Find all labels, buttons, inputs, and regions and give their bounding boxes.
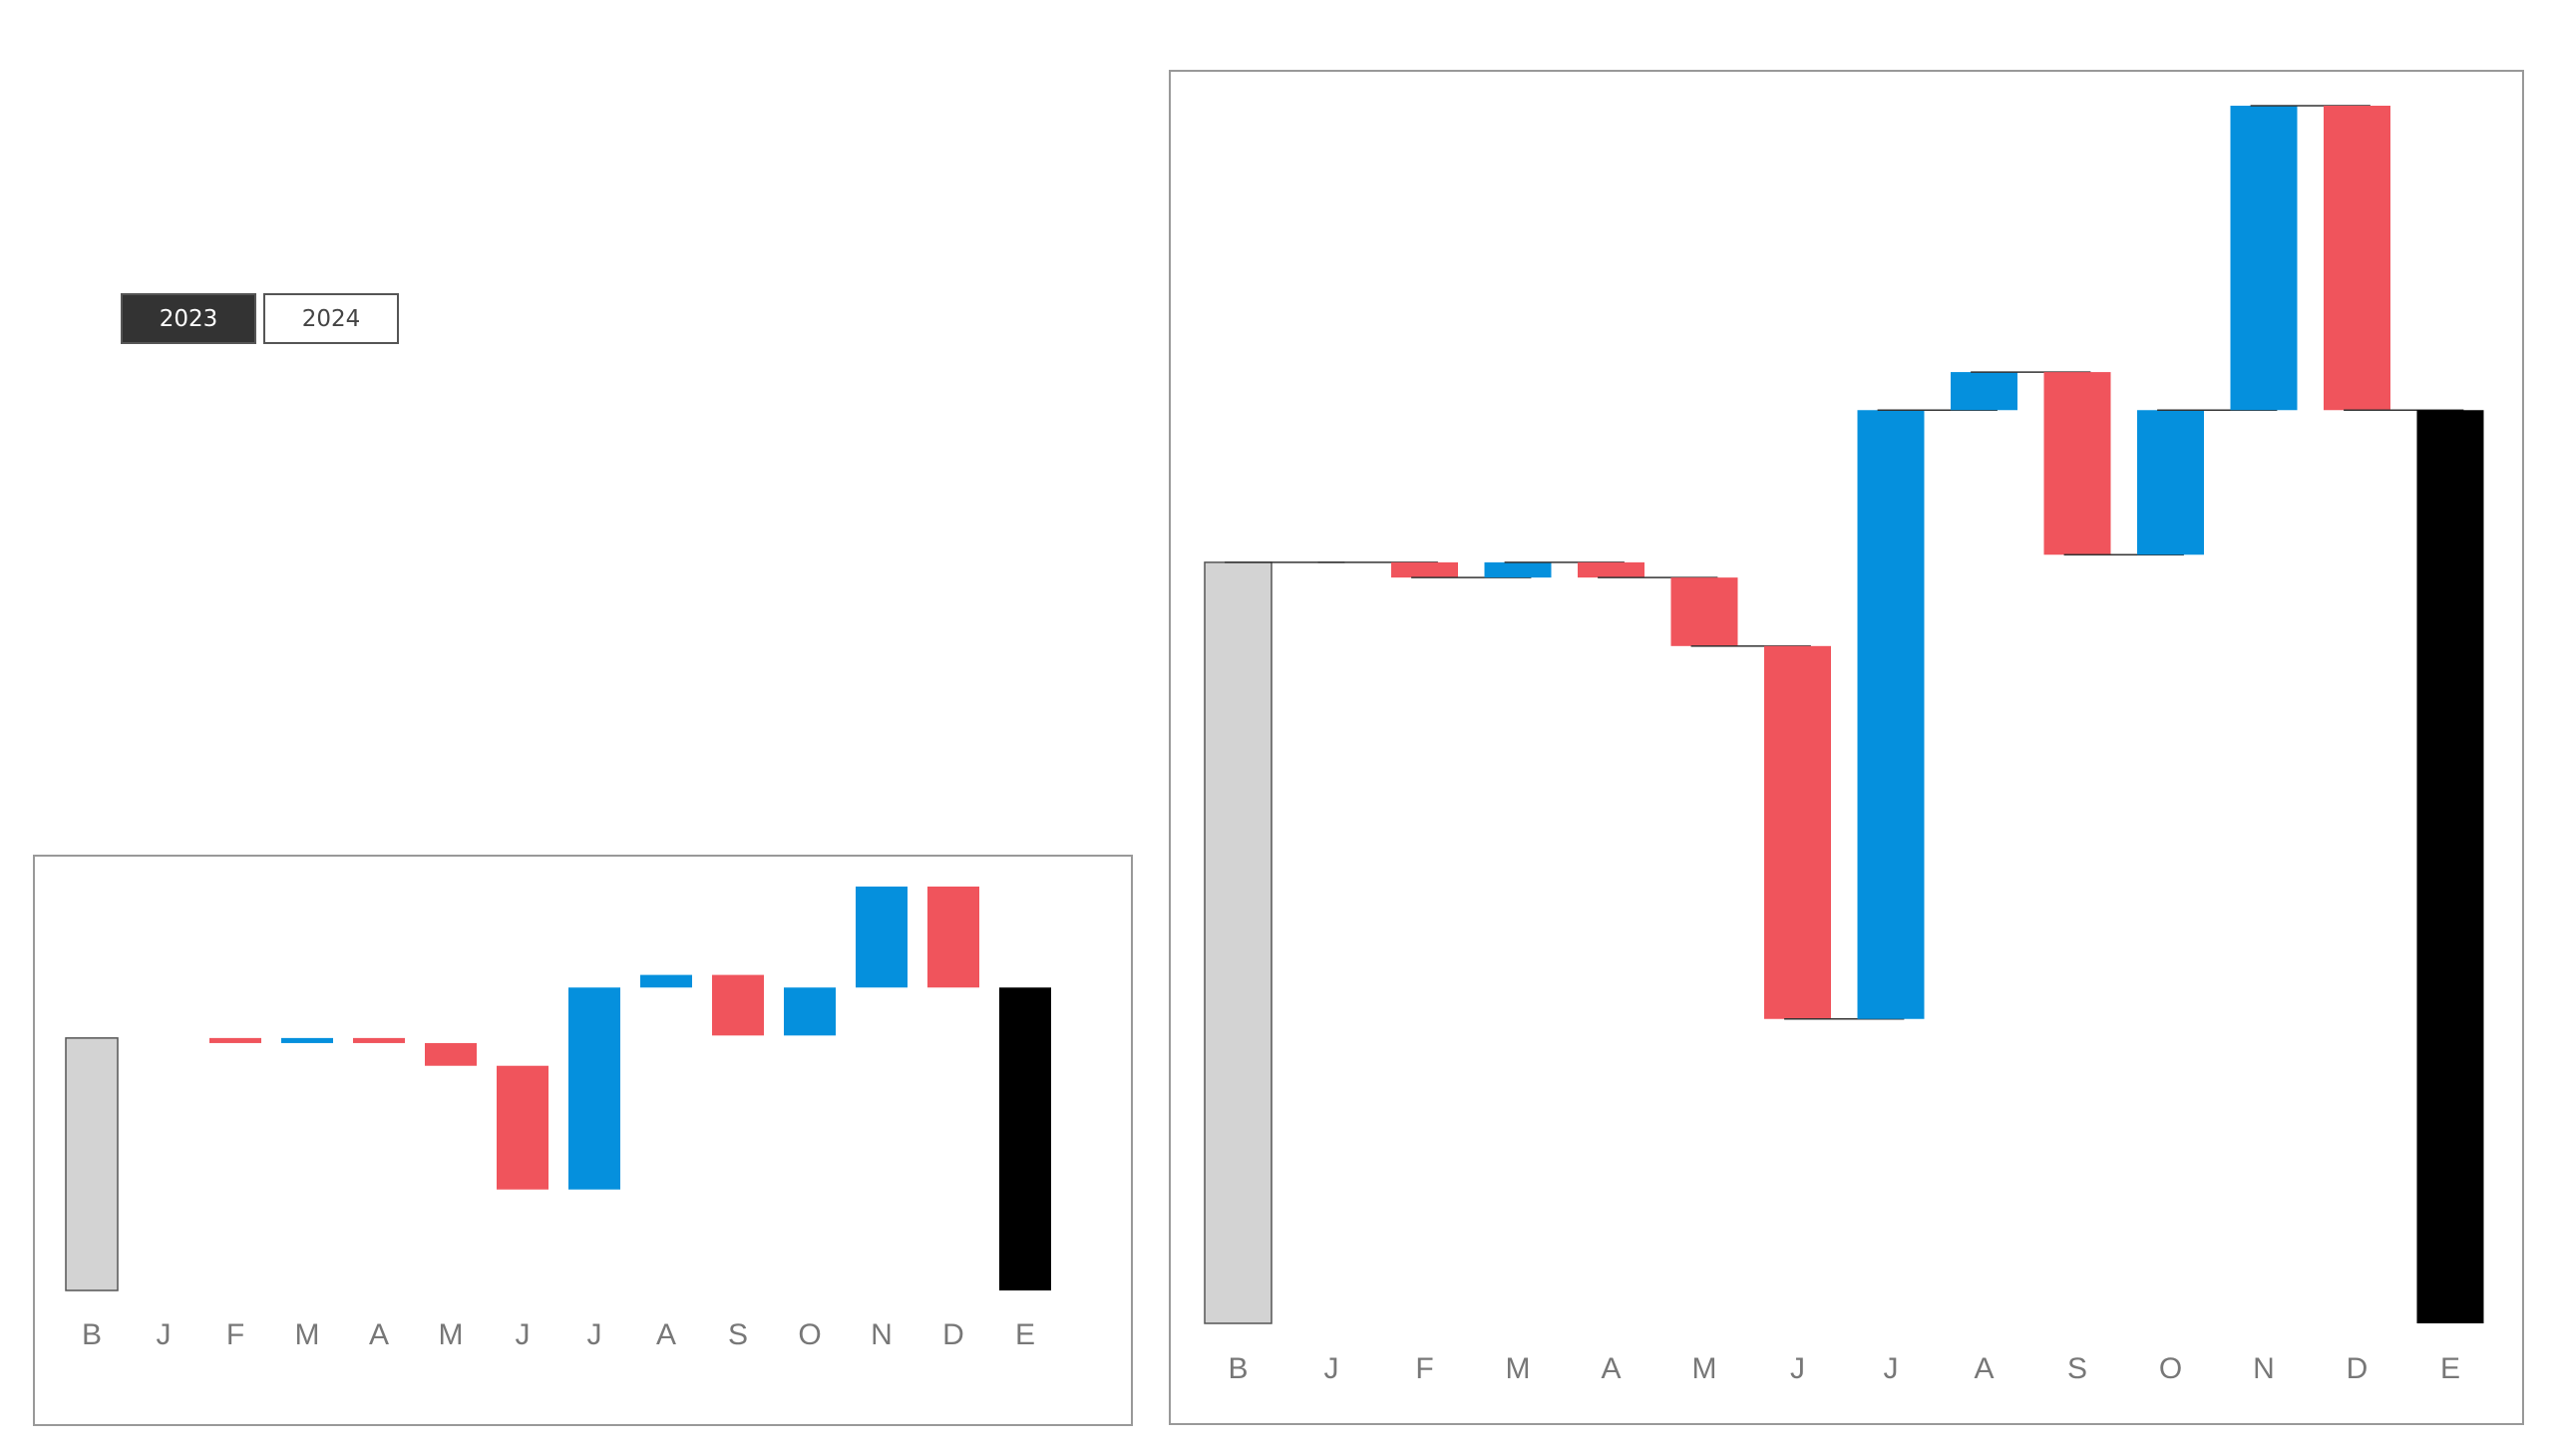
- bar: [1484, 561, 1552, 578]
- bar: [784, 987, 836, 1036]
- x-tick-label: A: [369, 1318, 389, 1351]
- x-tick-label: J: [1884, 1352, 1899, 1385]
- bar: [2230, 106, 2298, 411]
- x-tick-label: F: [226, 1318, 244, 1351]
- bar: [1578, 561, 1644, 578]
- chart-frame: [33, 855, 1133, 1426]
- bar: [568, 987, 620, 1190]
- bar: [856, 887, 908, 988]
- bar: [1204, 561, 1273, 1324]
- x-tick-label: B: [1228, 1352, 1248, 1385]
- bar: [1391, 561, 1458, 578]
- x-tick-label: S: [728, 1318, 748, 1351]
- bar: [281, 1037, 333, 1043]
- chart-frame: [1169, 70, 2524, 1425]
- bar: [425, 1042, 477, 1066]
- x-tick-label: M: [1506, 1352, 1531, 1385]
- x-tick-label: N: [2253, 1352, 2275, 1385]
- bar: [1764, 645, 1831, 1019]
- x-tick-label: J: [1790, 1352, 1805, 1385]
- x-tick-label: D: [942, 1318, 964, 1351]
- bar: [2324, 106, 2390, 411]
- bar: [1857, 410, 1925, 1019]
- bar: [353, 1037, 405, 1043]
- bar: [2137, 410, 2204, 555]
- x-tick-label: M: [439, 1318, 464, 1351]
- bar: [1951, 372, 2017, 411]
- x-tick-label: D: [2347, 1352, 2369, 1385]
- x-tick-label: O: [2159, 1352, 2182, 1385]
- year-button[interactable]: 2024: [263, 293, 399, 344]
- x-tick-label: M: [295, 1318, 320, 1351]
- x-tick-label: E: [1015, 1318, 1035, 1351]
- x-tick-label: S: [2067, 1352, 2087, 1385]
- bar: [927, 887, 979, 988]
- bar: [2043, 372, 2111, 555]
- bar: [712, 974, 764, 1036]
- bar: [497, 1065, 548, 1190]
- x-tick-label: O: [798, 1318, 821, 1351]
- bar: [65, 1037, 119, 1291]
- x-tick-label: J: [1324, 1352, 1339, 1385]
- x-tick-label: F: [1415, 1352, 1433, 1385]
- year-button[interactable]: 2023: [121, 293, 256, 344]
- bar: [209, 1037, 261, 1043]
- x-tick-label: A: [1974, 1352, 1994, 1385]
- x-tick-label: J: [516, 1318, 531, 1351]
- x-tick-label: M: [1692, 1352, 1717, 1385]
- x-tick-label: J: [157, 1318, 172, 1351]
- x-tick-label: E: [2440, 1352, 2460, 1385]
- x-tick-label: A: [656, 1318, 676, 1351]
- bar: [999, 987, 1051, 1290]
- x-tick-label: N: [871, 1318, 893, 1351]
- x-tick-label: J: [587, 1318, 602, 1351]
- bar: [2416, 410, 2484, 1323]
- bar: [1670, 577, 1738, 646]
- bar: [640, 974, 692, 988]
- x-tick-label: A: [1601, 1352, 1621, 1385]
- x-tick-label: B: [82, 1318, 102, 1351]
